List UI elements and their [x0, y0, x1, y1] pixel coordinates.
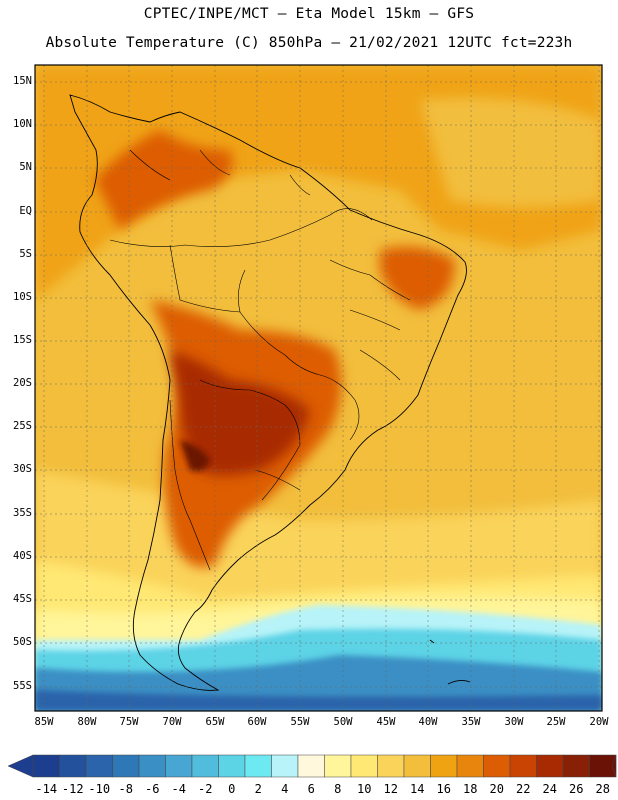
lon-label: 75W	[119, 716, 139, 728]
colorbar-swatch	[218, 754, 246, 778]
lat-label: 5S	[19, 248, 32, 260]
lon-label: 25W	[546, 716, 566, 728]
title-line-1: CPTEC/INPE/MCT – Eta Model 15km – GFS	[143, 6, 475, 22]
lon-label: 35W	[461, 716, 481, 728]
colorbar-label: -2	[198, 782, 213, 796]
colorbar-label: 6	[307, 782, 315, 796]
lat-label: 5N	[19, 161, 32, 173]
lon-label: 80W	[77, 716, 97, 728]
colorbar-swatch	[324, 754, 352, 778]
lat-label: 45S	[13, 593, 32, 605]
lat-label: 15N	[13, 75, 32, 87]
lat-label: 20S	[13, 377, 32, 389]
colorbar-right-arrow	[611, 754, 617, 778]
colorbar-label: -12	[61, 782, 84, 796]
colorbar-label: 2	[254, 782, 262, 796]
colorbar-label: 28	[595, 782, 610, 796]
colorbar-swatch	[509, 754, 537, 778]
lon-label: 30W	[504, 716, 524, 728]
lon-label: 40W	[418, 716, 438, 728]
lat-label: 10N	[13, 118, 32, 130]
lat-label: EQ	[19, 205, 32, 217]
lat-label: 30S	[13, 463, 32, 475]
lon-label: 60W	[247, 716, 267, 728]
colorbar	[7, 754, 617, 778]
colorbar-label: -6	[145, 782, 160, 796]
colorbar-swatch	[430, 754, 458, 778]
colorbar-label: 20	[489, 782, 504, 796]
colorbar-label: 14	[410, 782, 425, 796]
colorbar-swatch	[297, 754, 325, 778]
colorbar-label: 16	[436, 782, 451, 796]
lat-label: 15S	[13, 334, 32, 346]
colorbar-swatch	[403, 754, 431, 778]
colorbar-swatch	[483, 754, 511, 778]
lon-label: 20W	[589, 716, 609, 728]
colorbar-label: 4	[281, 782, 289, 796]
lat-label: 50S	[13, 636, 32, 648]
colorbar-swatch	[59, 754, 87, 778]
colorbar-swatch	[377, 754, 405, 778]
lat-label: 55S	[13, 680, 32, 692]
colorbar-swatch	[191, 754, 219, 778]
colorbar-swatch	[138, 754, 166, 778]
lon-label: 50W	[333, 716, 353, 728]
lon-label: 45W	[376, 716, 396, 728]
colorbar-swatch	[244, 754, 272, 778]
colorbar-label: 26	[569, 782, 584, 796]
colorbar-swatch	[165, 754, 193, 778]
map-frame	[34, 64, 603, 712]
colorbar-label: -14	[35, 782, 58, 796]
colorbar-label: -4	[171, 782, 186, 796]
colorbar-swatch	[85, 754, 113, 778]
lat-label: 25S	[13, 420, 32, 432]
coastlines	[69, 94, 471, 691]
colorbar-swatch	[271, 754, 299, 778]
colorbar-label: -8	[118, 782, 133, 796]
colorbar-label: 0	[228, 782, 236, 796]
lat-label: 35S	[13, 507, 32, 519]
colorbar-swatch	[32, 754, 60, 778]
colorbar-swatch	[112, 754, 140, 778]
lon-label: 55W	[290, 716, 310, 728]
colorbar-label: 22	[516, 782, 531, 796]
title-line-2: Absolute Temperature (C) 850hPa – 21/02/…	[45, 35, 573, 51]
colorbar-label: 18	[463, 782, 478, 796]
colorbar-label: -10	[88, 782, 111, 796]
lon-label: 85W	[34, 716, 54, 728]
lat-label: 10S	[13, 291, 32, 303]
colorbar-label: 10	[357, 782, 372, 796]
colorbar-label: 12	[383, 782, 398, 796]
colorbar-label: 8	[334, 782, 342, 796]
lat-label: 40S	[13, 550, 32, 562]
colorbar-label: 24	[542, 782, 557, 796]
colorbar-swatch	[536, 754, 564, 778]
lon-label: 65W	[205, 716, 225, 728]
colorbar-swatch	[350, 754, 378, 778]
lon-label: 70W	[162, 716, 182, 728]
colorbar-left-arrow	[7, 754, 34, 778]
temperature-field	[35, 65, 602, 711]
colorbar-swatch	[456, 754, 484, 778]
colorbar-swatch	[562, 754, 590, 778]
